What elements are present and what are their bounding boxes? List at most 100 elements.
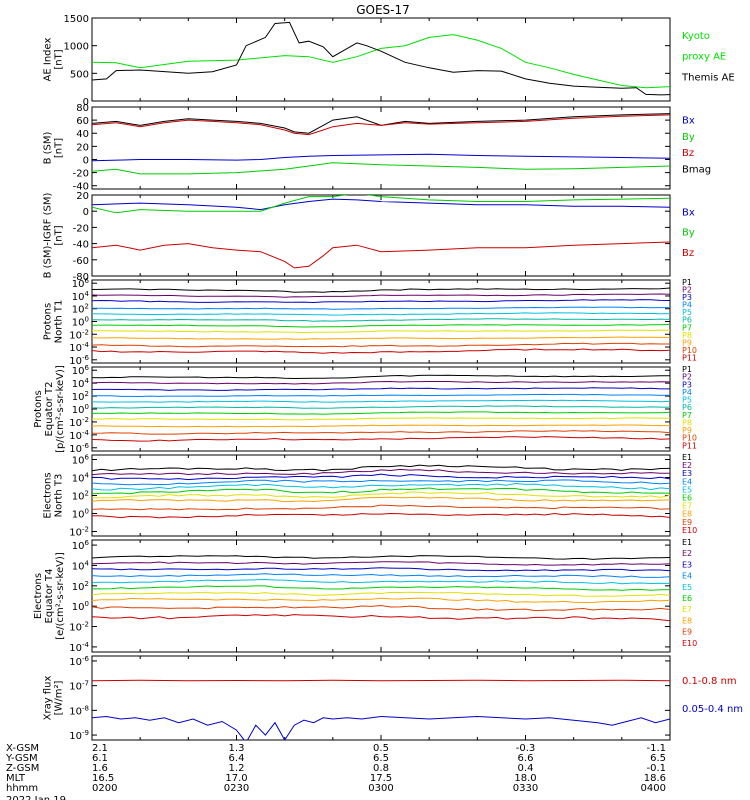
tick-exponent: 4 — [85, 472, 90, 480]
panel-frame — [91, 194, 671, 277]
legend-entry: P1 — [682, 365, 692, 374]
series-line — [92, 464, 670, 472]
series-line — [92, 436, 670, 442]
series-line — [92, 468, 670, 476]
y-tick-label: -80 — [73, 272, 89, 283]
legend-entry: P8 — [682, 331, 692, 340]
series-line — [92, 114, 670, 136]
series-line — [92, 387, 670, 391]
legend-entry: P4 — [682, 388, 692, 397]
series-line — [92, 113, 670, 134]
series-group — [92, 679, 670, 740]
x-tick-label: 6.5 — [373, 753, 389, 764]
legend-entry: By — [682, 228, 695, 239]
series-group — [92, 113, 670, 175]
tick-base: 10 — [69, 643, 82, 654]
x-row-label: MLT — [6, 773, 26, 784]
legend-entry: E4 — [682, 572, 692, 581]
y-tick-label: 100 — [72, 508, 89, 521]
x-tick-label: 18.0 — [514, 773, 536, 784]
y-tick-label: 106 — [72, 454, 90, 467]
tick-base: 10 — [69, 444, 82, 455]
y-axis-title: Electrons — [43, 472, 54, 518]
y-axis-title: [p/(cm²-s-sr-keV)] — [55, 365, 66, 453]
tick-exponent: 2 — [85, 390, 89, 398]
y-tick-label: 106 — [72, 539, 90, 552]
series-line — [92, 504, 670, 511]
y-tick-label: 60 — [76, 116, 89, 127]
series-line — [92, 604, 670, 612]
series-line — [92, 399, 670, 403]
x-tick-label: 0400 — [641, 783, 666, 794]
y-axis-title: AE Index — [43, 37, 54, 81]
x-tick-label: 0300 — [368, 783, 393, 794]
tick-base: 10 — [72, 561, 85, 572]
legend-entry: E8 — [682, 510, 692, 519]
legend-entry: P2 — [682, 373, 692, 382]
y-tick-label: 102 — [72, 390, 89, 403]
tick-exponent: 2 — [85, 490, 89, 498]
tick-base: 10 — [72, 279, 85, 290]
y-tick-label: 10-2 — [69, 416, 89, 429]
series-line — [92, 479, 670, 486]
y-tick-label: 10-8 — [69, 704, 89, 717]
tick-base: 10 — [72, 492, 85, 503]
legend-entry: P4 — [682, 301, 692, 310]
legend-entry: P9 — [682, 426, 692, 435]
tick-exponent: -9 — [82, 729, 89, 737]
x-tick-label: 1.2 — [229, 763, 245, 774]
series-line — [92, 597, 670, 604]
legend-entry: P5 — [682, 396, 692, 405]
y-tick-label: 10-2 — [69, 621, 89, 634]
legend-entry: E5 — [682, 485, 692, 494]
legend-entry: 0.1-0.8 nm — [682, 676, 737, 687]
series-line — [92, 336, 670, 340]
tick-exponent: 0 — [85, 316, 89, 324]
tick-exponent: 6 — [85, 539, 90, 547]
series-line — [92, 424, 670, 428]
y-axis-title: Protons — [43, 303, 54, 340]
panel-bsm: 80 60 40 20 0 -20 -40 B (SM) [nT] Bx By Bz Bmag — [43, 103, 712, 193]
series-line — [92, 482, 670, 491]
tick-base: 10 — [69, 682, 82, 693]
tick-exponent: 0 — [85, 508, 89, 516]
tick-base: 10 — [72, 392, 85, 403]
tick-base: 10 — [69, 706, 82, 717]
tick-exponent: -4 — [82, 641, 90, 649]
legend-entry: Bmag — [682, 165, 711, 176]
x-tick-label: 0.4 — [518, 763, 534, 774]
legend-entry: P1 — [682, 278, 692, 287]
tick-exponent: 4 — [85, 290, 90, 298]
x-tick-label: 0330 — [513, 783, 538, 794]
series-line — [92, 411, 670, 415]
tick-base: 10 — [69, 330, 82, 341]
series-group — [92, 464, 670, 519]
tick-base: 10 — [72, 405, 85, 416]
y-tick-label: 104 — [72, 290, 90, 303]
y-tick-label: 106 — [72, 364, 90, 377]
series-line — [92, 299, 670, 304]
legend-entry: P3 — [682, 293, 692, 302]
series-line — [92, 561, 670, 566]
x-tick-label: 16.5 — [92, 773, 114, 784]
tick-base: 10 — [69, 343, 82, 354]
tick-base: 10 — [69, 418, 82, 429]
tick-exponent: -7 — [82, 680, 89, 688]
y-axis-title: [nT] — [54, 138, 65, 158]
series-line — [92, 578, 670, 585]
tick-exponent: 2 — [85, 580, 89, 588]
y-tick-label: 10-2 — [69, 526, 89, 539]
y-tick-label: -40 — [73, 240, 89, 251]
legend-entry: By — [682, 132, 695, 143]
y-tick-label: 100 — [72, 600, 89, 613]
tick-base: 10 — [72, 582, 85, 593]
y-tick-label: 10-9 — [69, 729, 89, 742]
tick-exponent: 6 — [85, 277, 90, 285]
y-axis-title: North T1 — [54, 300, 65, 344]
y-tick-label: 102 — [72, 490, 89, 503]
y-tick-label: 10-6 — [69, 655, 89, 668]
series-line — [92, 567, 670, 572]
tick-base: 10 — [72, 366, 85, 377]
legend-entry: Bx — [682, 115, 695, 126]
